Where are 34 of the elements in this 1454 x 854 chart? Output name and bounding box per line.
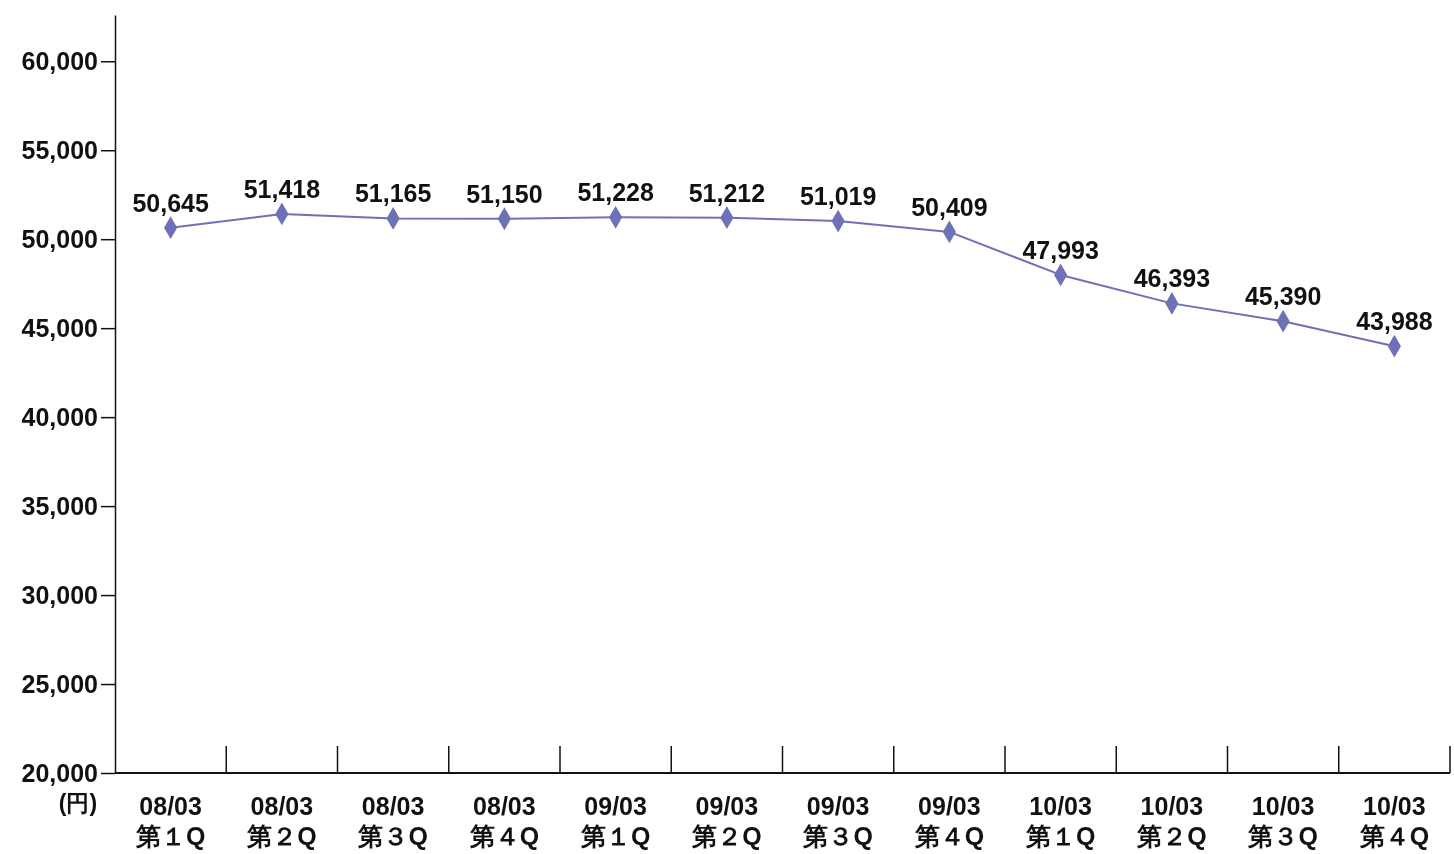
data-label: 46,393 <box>1133 264 1211 293</box>
x-tick-label: 09/03 第２Q <box>691 792 762 850</box>
data-label: 45,390 <box>1244 282 1322 311</box>
data-label: 47,993 <box>1022 235 1099 264</box>
x-tick-label: 10/03 第４Q <box>1358 792 1430 850</box>
x-tick-label: 08/03 第４Q <box>468 792 540 850</box>
y-axis-title: (円) <box>58 790 98 816</box>
data-label: 43,988 <box>1356 307 1433 336</box>
x-tick-label: 08/03 第１Q <box>134 792 206 850</box>
y-tick-label: 55,000 <box>21 135 98 164</box>
x-tick-label: 10/03 第３Q <box>1247 792 1318 850</box>
data-label: 51,212 <box>688 178 766 207</box>
data-label: 51,165 <box>354 179 432 208</box>
x-tick-label: 09/03 第３Q <box>802 792 873 850</box>
y-tick-label: 40,000 <box>21 402 98 431</box>
y-tick-label: 50,000 <box>21 224 98 253</box>
data-label: 51,019 <box>799 182 877 211</box>
x-tick-label: 10/03 第２Q <box>1136 792 1207 850</box>
y-tick-label: 35,000 <box>21 491 98 520</box>
data-label: 51,228 <box>577 178 654 207</box>
y-tick-label: 60,000 <box>21 46 98 75</box>
data-label: 51,150 <box>466 179 543 208</box>
y-tick-label: 25,000 <box>21 669 98 698</box>
data-label: 50,409 <box>911 192 988 221</box>
y-tick-label: 30,000 <box>21 580 98 609</box>
data-label: 51,418 <box>243 174 321 203</box>
y-tick-label: 20,000 <box>21 758 98 787</box>
x-tick-label: 09/03 第１Q <box>579 792 651 850</box>
data-label: 50,645 <box>132 188 209 217</box>
x-tick-label: 10/03 第１Q <box>1024 792 1096 850</box>
x-tick-label: 08/03 第３Q <box>357 792 428 850</box>
y-tick-label: 45,000 <box>21 313 98 342</box>
x-tick-label: 08/03 第２Q <box>246 792 317 850</box>
x-tick-label: 09/03 第４Q <box>913 792 985 850</box>
